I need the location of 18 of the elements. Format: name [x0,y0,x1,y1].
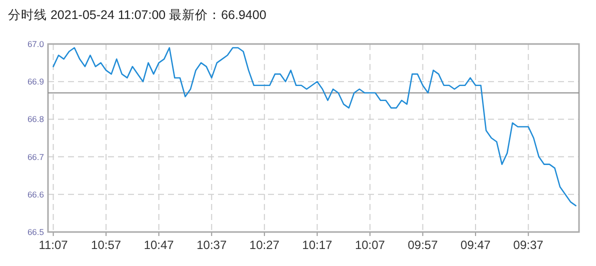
x-tick-label: 09:47 [460,238,491,252]
x-tick-label: 10:57 [91,238,122,252]
title: 分时线 2021-05-24 11:07:00 最新价：66.9400 [8,8,266,22]
y-tick-label: 67.0 [27,39,44,49]
y-tick-label: 66.5 [27,227,44,237]
y-tick-label: 66.8 [27,114,44,124]
x-tick-label: 11:07 [38,238,68,252]
y-tick-label: 66.6 [27,189,44,200]
x-tick-label: 10:37 [196,238,227,252]
x-tick-label: 10:17 [302,238,333,252]
x-tick-label: 09:57 [408,238,438,252]
y-tick-label: 66.9 [27,76,44,87]
x-tick-label: 10:47 [144,238,174,252]
y-tick-label: 66.7 [27,152,44,162]
x-tick-label: 10:27 [249,238,280,252]
line-series [52,47,576,206]
x-tick-label: 09:37 [513,238,544,252]
x-tick-label: 10:07 [354,238,386,252]
